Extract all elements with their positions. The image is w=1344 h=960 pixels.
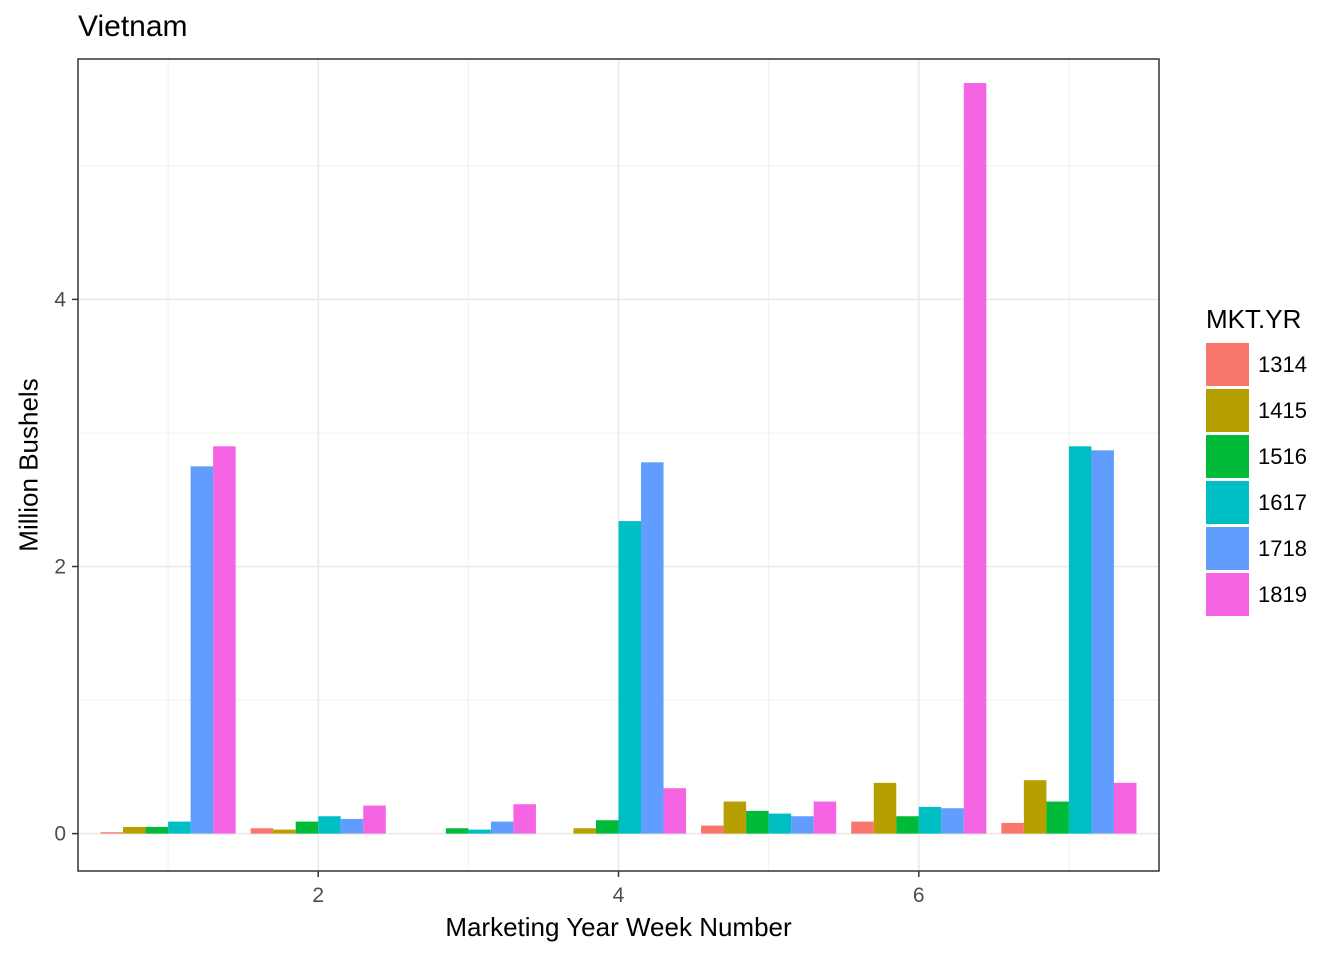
bar [1091, 450, 1114, 834]
bar [363, 805, 386, 834]
bar [445, 828, 469, 834]
chart-title: Vietnam [78, 10, 188, 43]
bar [896, 816, 919, 834]
legend-key-swatch [1206, 481, 1249, 524]
x-axis-label: Marketing Year Week Number [445, 912, 792, 942]
legend-key-swatch [1206, 389, 1249, 432]
bar [746, 810, 769, 834]
x-tick-label: 2 [312, 884, 324, 907]
y-axis-label: Million Bushels [13, 378, 44, 552]
legend-key-swatch [1206, 435, 1249, 478]
y-axis-label-container: Million Bushels [14, 60, 44, 870]
legend-label: 1516 [1258, 444, 1307, 469]
bar [873, 782, 897, 834]
legend-item: 1415 [1206, 389, 1307, 435]
y-tick-label: 2 [54, 556, 66, 579]
bar [250, 828, 274, 834]
bar [513, 804, 536, 834]
bar [663, 788, 687, 834]
bar [340, 818, 364, 834]
bar [145, 826, 169, 834]
bar [1068, 446, 1092, 834]
legend-item: 1516 [1206, 435, 1307, 481]
bar [963, 83, 987, 834]
bar [701, 825, 724, 834]
legend-key-swatch [1206, 573, 1249, 616]
bar [213, 446, 236, 834]
bar [768, 813, 792, 834]
bar [618, 521, 642, 834]
y-tick-label: 0 [54, 823, 66, 846]
legend-key-swatch [1206, 343, 1249, 386]
bar [723, 801, 747, 834]
legend-item: 1819 [1206, 573, 1307, 619]
legend-title: MKT.YR [1206, 304, 1302, 334]
legend: MKT.YR 1314 1415 1516 1617 1718 1819 [1206, 304, 1307, 619]
legend-item: 1617 [1206, 481, 1307, 527]
x-tick-label: 4 [613, 884, 625, 907]
bar [168, 821, 191, 834]
bar [295, 821, 319, 834]
bar [641, 462, 664, 834]
legend-item: 1718 [1206, 527, 1307, 573]
x-tick-label: 6 [913, 884, 925, 907]
bar [1113, 782, 1137, 834]
bar [813, 801, 837, 834]
legend-label: 1617 [1258, 490, 1307, 515]
bar [1046, 801, 1069, 834]
legend-key-swatch [1206, 527, 1249, 570]
legend-label: 1314 [1258, 352, 1307, 377]
bar [918, 806, 942, 834]
bar [791, 816, 814, 834]
legend-label: 1819 [1258, 582, 1307, 607]
bar [468, 829, 491, 834]
legend-label: 1718 [1258, 536, 1307, 561]
bar [100, 832, 124, 834]
legend-items: 1314 1415 1516 1617 1718 1819 [1206, 343, 1307, 619]
bar [595, 820, 619, 834]
bar [1001, 822, 1024, 834]
bar [941, 808, 964, 834]
bar [1023, 780, 1047, 834]
bar [490, 821, 514, 834]
bar [318, 816, 341, 834]
bar [123, 826, 146, 834]
bar [851, 821, 874, 834]
bar [273, 829, 296, 834]
bar [573, 828, 596, 834]
y-tick-label: 4 [54, 288, 66, 311]
legend-item: 1314 [1206, 343, 1307, 389]
bar [190, 466, 214, 834]
legend-label: 1415 [1258, 398, 1307, 423]
